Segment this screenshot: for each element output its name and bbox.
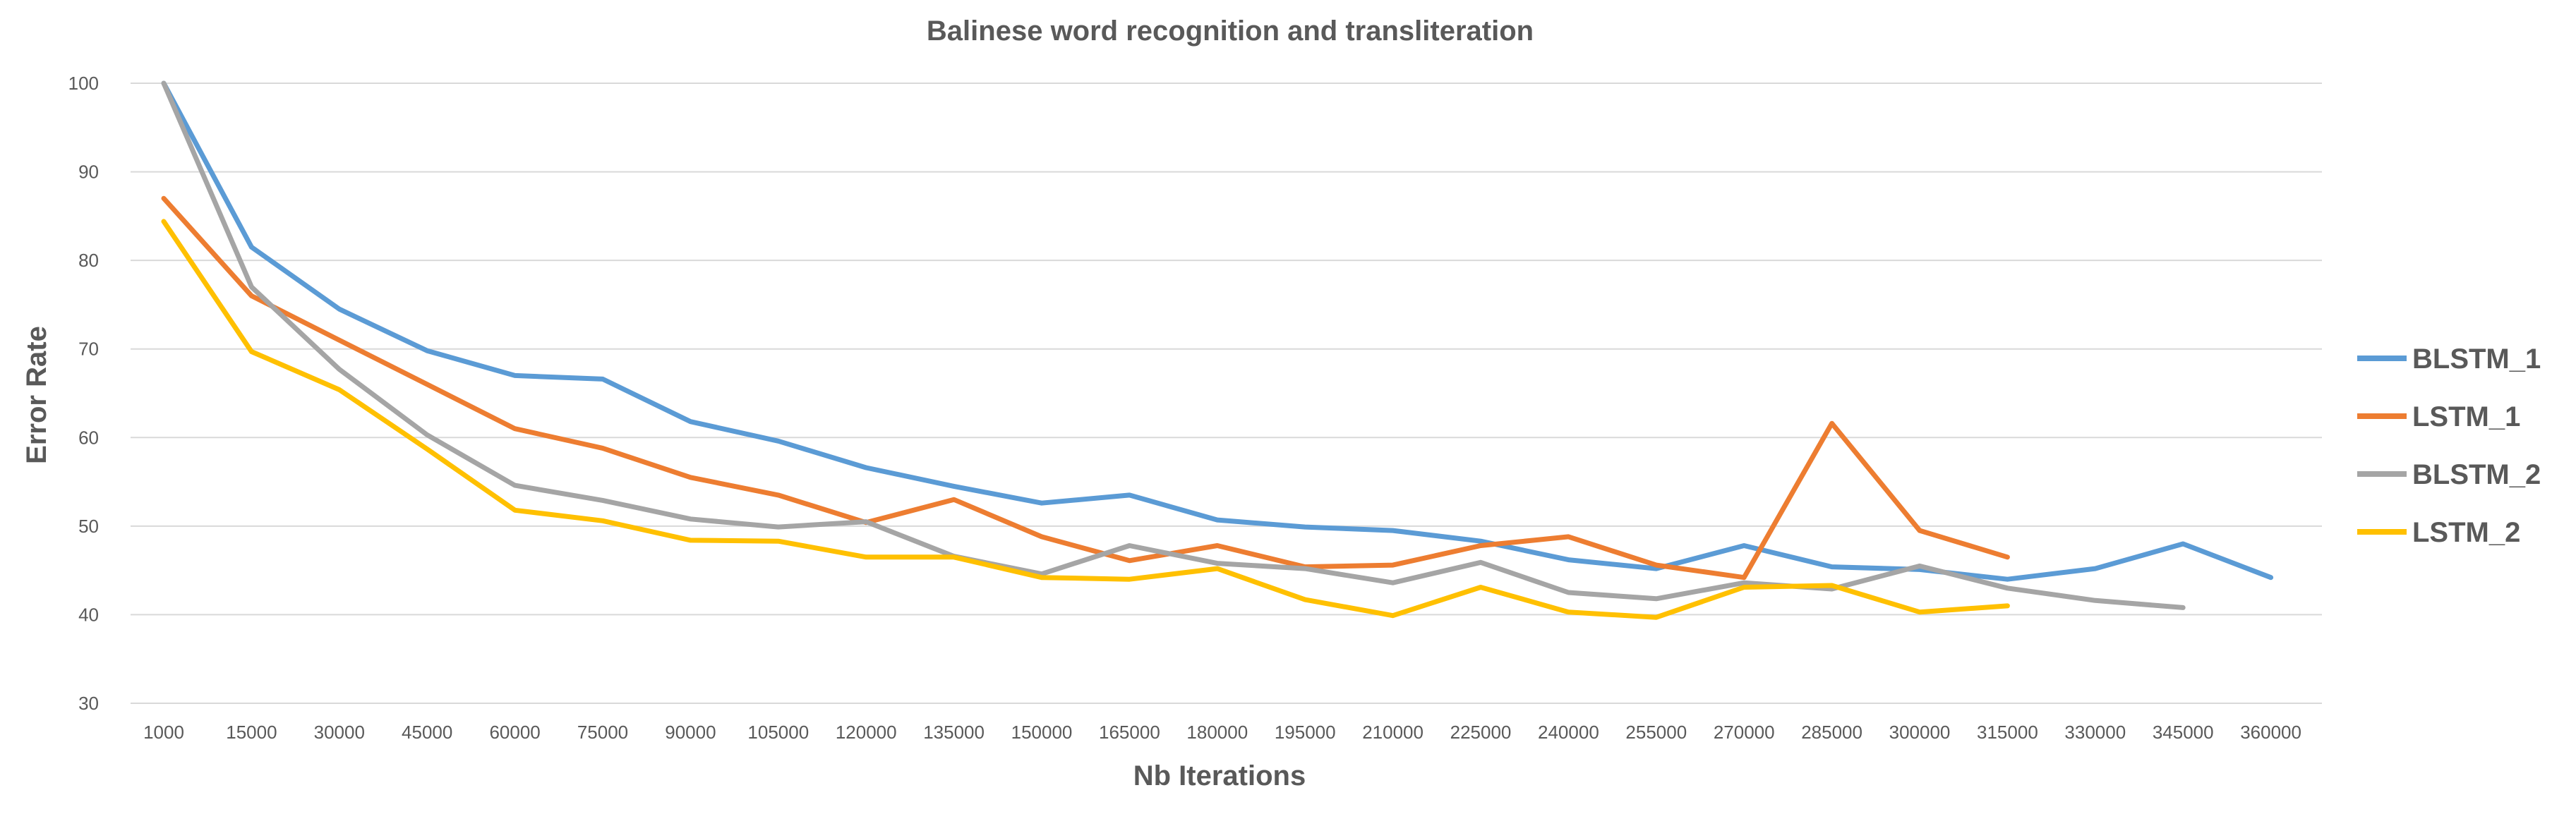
y-tick-labels: 30 40 50 60 70 80 90 100: [68, 73, 99, 714]
x-tick-label: 345000: [2153, 722, 2214, 743]
x-tick-label: 180000: [1186, 722, 1248, 743]
x-tick-labels: 1000 15000 30000 45000 60000 75000 90000 105000…: [143, 722, 2301, 743]
x-tick-label: 15000: [226, 722, 277, 743]
y-tick-label: 90: [78, 162, 99, 183]
x-axis-title: Nb Iterations: [1133, 760, 1306, 791]
y-axis-title: Error Rate: [21, 326, 52, 464]
legend-label: BLSTM_2: [2412, 459, 2541, 490]
x-tick-label: 30000: [314, 722, 365, 743]
y-tick-label: 80: [78, 250, 99, 271]
x-tick-label: 60000: [489, 722, 540, 743]
x-tick-label: 150000: [1011, 722, 1073, 743]
x-tick-label: 1000: [143, 722, 184, 743]
x-tick-label: 165000: [1099, 722, 1160, 743]
series-line-lstm-1: [161, 195, 2010, 581]
series-lines: [161, 80, 2274, 620]
x-tick-label: 105000: [747, 722, 809, 743]
y-tick-label: 60: [78, 427, 99, 448]
legend: BLSTM_1 LSTM_1 BLSTM_2 LSTM_2: [2357, 344, 2541, 548]
series-line-blstm-2: [161, 80, 2186, 610]
y-tick-label: 70: [78, 339, 99, 360]
x-tick-label: 285000: [1801, 722, 1862, 743]
x-tick-label: 240000: [1538, 722, 1599, 743]
series-line-lstm-2: [161, 219, 2010, 620]
x-tick-label: 90000: [665, 722, 716, 743]
x-tick-label: 270000: [1714, 722, 1775, 743]
x-tick-label: 120000: [836, 722, 897, 743]
y-tick-label: 40: [78, 604, 99, 625]
x-tick-label: 255000: [1625, 722, 1687, 743]
legend-label: LSTM_2: [2412, 517, 2520, 548]
x-tick-label: 135000: [923, 722, 985, 743]
gridlines: [131, 83, 2322, 704]
chart-title: Balinese word recognition and transliter…: [927, 16, 1534, 47]
y-tick-label: 100: [68, 73, 99, 94]
x-tick-label: 45000: [402, 722, 452, 743]
x-tick-label: 315000: [1977, 722, 2038, 743]
x-tick-label: 210000: [1362, 722, 1424, 743]
legend-label: BLSTM_1: [2412, 344, 2541, 375]
x-tick-label: 195000: [1275, 722, 1336, 743]
y-tick-label: 30: [78, 693, 99, 714]
y-tick-label: 50: [78, 516, 99, 537]
x-tick-label: 330000: [2064, 722, 2126, 743]
legend-label: LSTM_1: [2412, 401, 2520, 432]
series-line-blstm-1: [161, 80, 2274, 582]
x-tick-label: 75000: [577, 722, 628, 743]
x-tick-label: 225000: [1450, 722, 1512, 743]
x-tick-label: 300000: [1889, 722, 1951, 743]
x-tick-label: 360000: [2240, 722, 2301, 743]
